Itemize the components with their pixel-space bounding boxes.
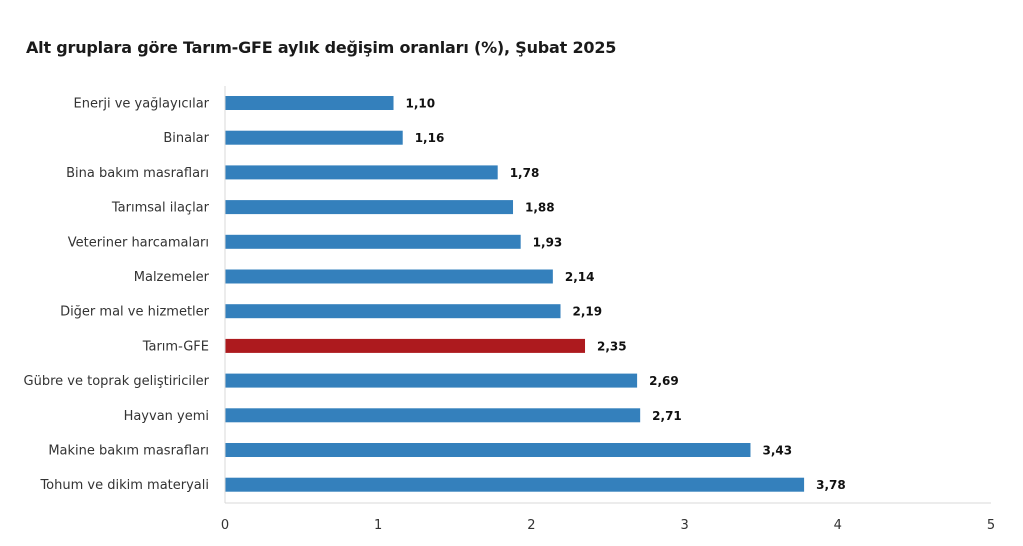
value-label: 1,16 (415, 131, 445, 145)
x-axis: 0 1 2 3 4 5 (221, 86, 995, 533)
bar-4 (225, 234, 521, 249)
value-label: 1,10 (406, 97, 436, 111)
value-label: 2,19 (573, 305, 603, 319)
value-label: 2,71 (652, 409, 682, 423)
value-label: 2,35 (597, 339, 627, 353)
bar-5 (225, 269, 553, 284)
bar-0 (225, 96, 394, 110)
chart-title: Alt gruplara göre Tarım-GFE aylık değişi… (26, 38, 617, 57)
category-label: Tohum ve dikim materyali (39, 478, 209, 493)
category-label: Tarım-GFE (142, 339, 209, 354)
value-label: 1,78 (510, 166, 540, 180)
category-label: Makine bakım masrafları (48, 444, 209, 459)
x-tick-label: 0 (221, 518, 229, 533)
bar-11 (225, 477, 805, 492)
x-tick-label: 3 (680, 518, 688, 533)
labels-layer: Enerji ve yağlayıcılar 1,10 Binalar 1,16 Bin… (24, 97, 846, 494)
category-label: Gübre ve toprak geliştiriciler (24, 374, 210, 389)
category-label: Enerji ve yağlayıcılar (74, 97, 210, 112)
bar-2 (225, 165, 498, 180)
bar-9 (225, 408, 641, 423)
bar-highlight (225, 338, 586, 353)
bar-10 (225, 443, 751, 457)
value-label: 2,69 (649, 374, 679, 388)
category-label: Malzemeler (134, 270, 210, 285)
bars-layer (225, 96, 805, 492)
value-label: 1,93 (533, 235, 563, 249)
bar-1 (225, 130, 403, 145)
category-label: Binalar (163, 131, 209, 146)
x-tick-label: 2 (527, 518, 535, 533)
x-tick-label: 4 (834, 518, 842, 533)
category-label: Diğer mal ve hizmetler (60, 305, 210, 320)
category-label: Veteriner harcamaları (68, 235, 209, 250)
value-label: 2,14 (565, 270, 595, 284)
bar-8 (225, 373, 638, 388)
value-label: 1,88 (525, 201, 555, 215)
bar-6 (225, 304, 561, 319)
x-tick-label: 1 (374, 518, 382, 533)
category-label: Hayvan yemi (124, 409, 209, 424)
value-label: 3,43 (762, 444, 792, 458)
value-label: 3,78 (816, 478, 846, 492)
bar-3 (225, 200, 514, 215)
category-label: Bina bakım masrafları (66, 166, 209, 181)
category-label: Tarımsal ilaçlar (111, 201, 210, 216)
x-tick-label: 5 (987, 518, 995, 533)
